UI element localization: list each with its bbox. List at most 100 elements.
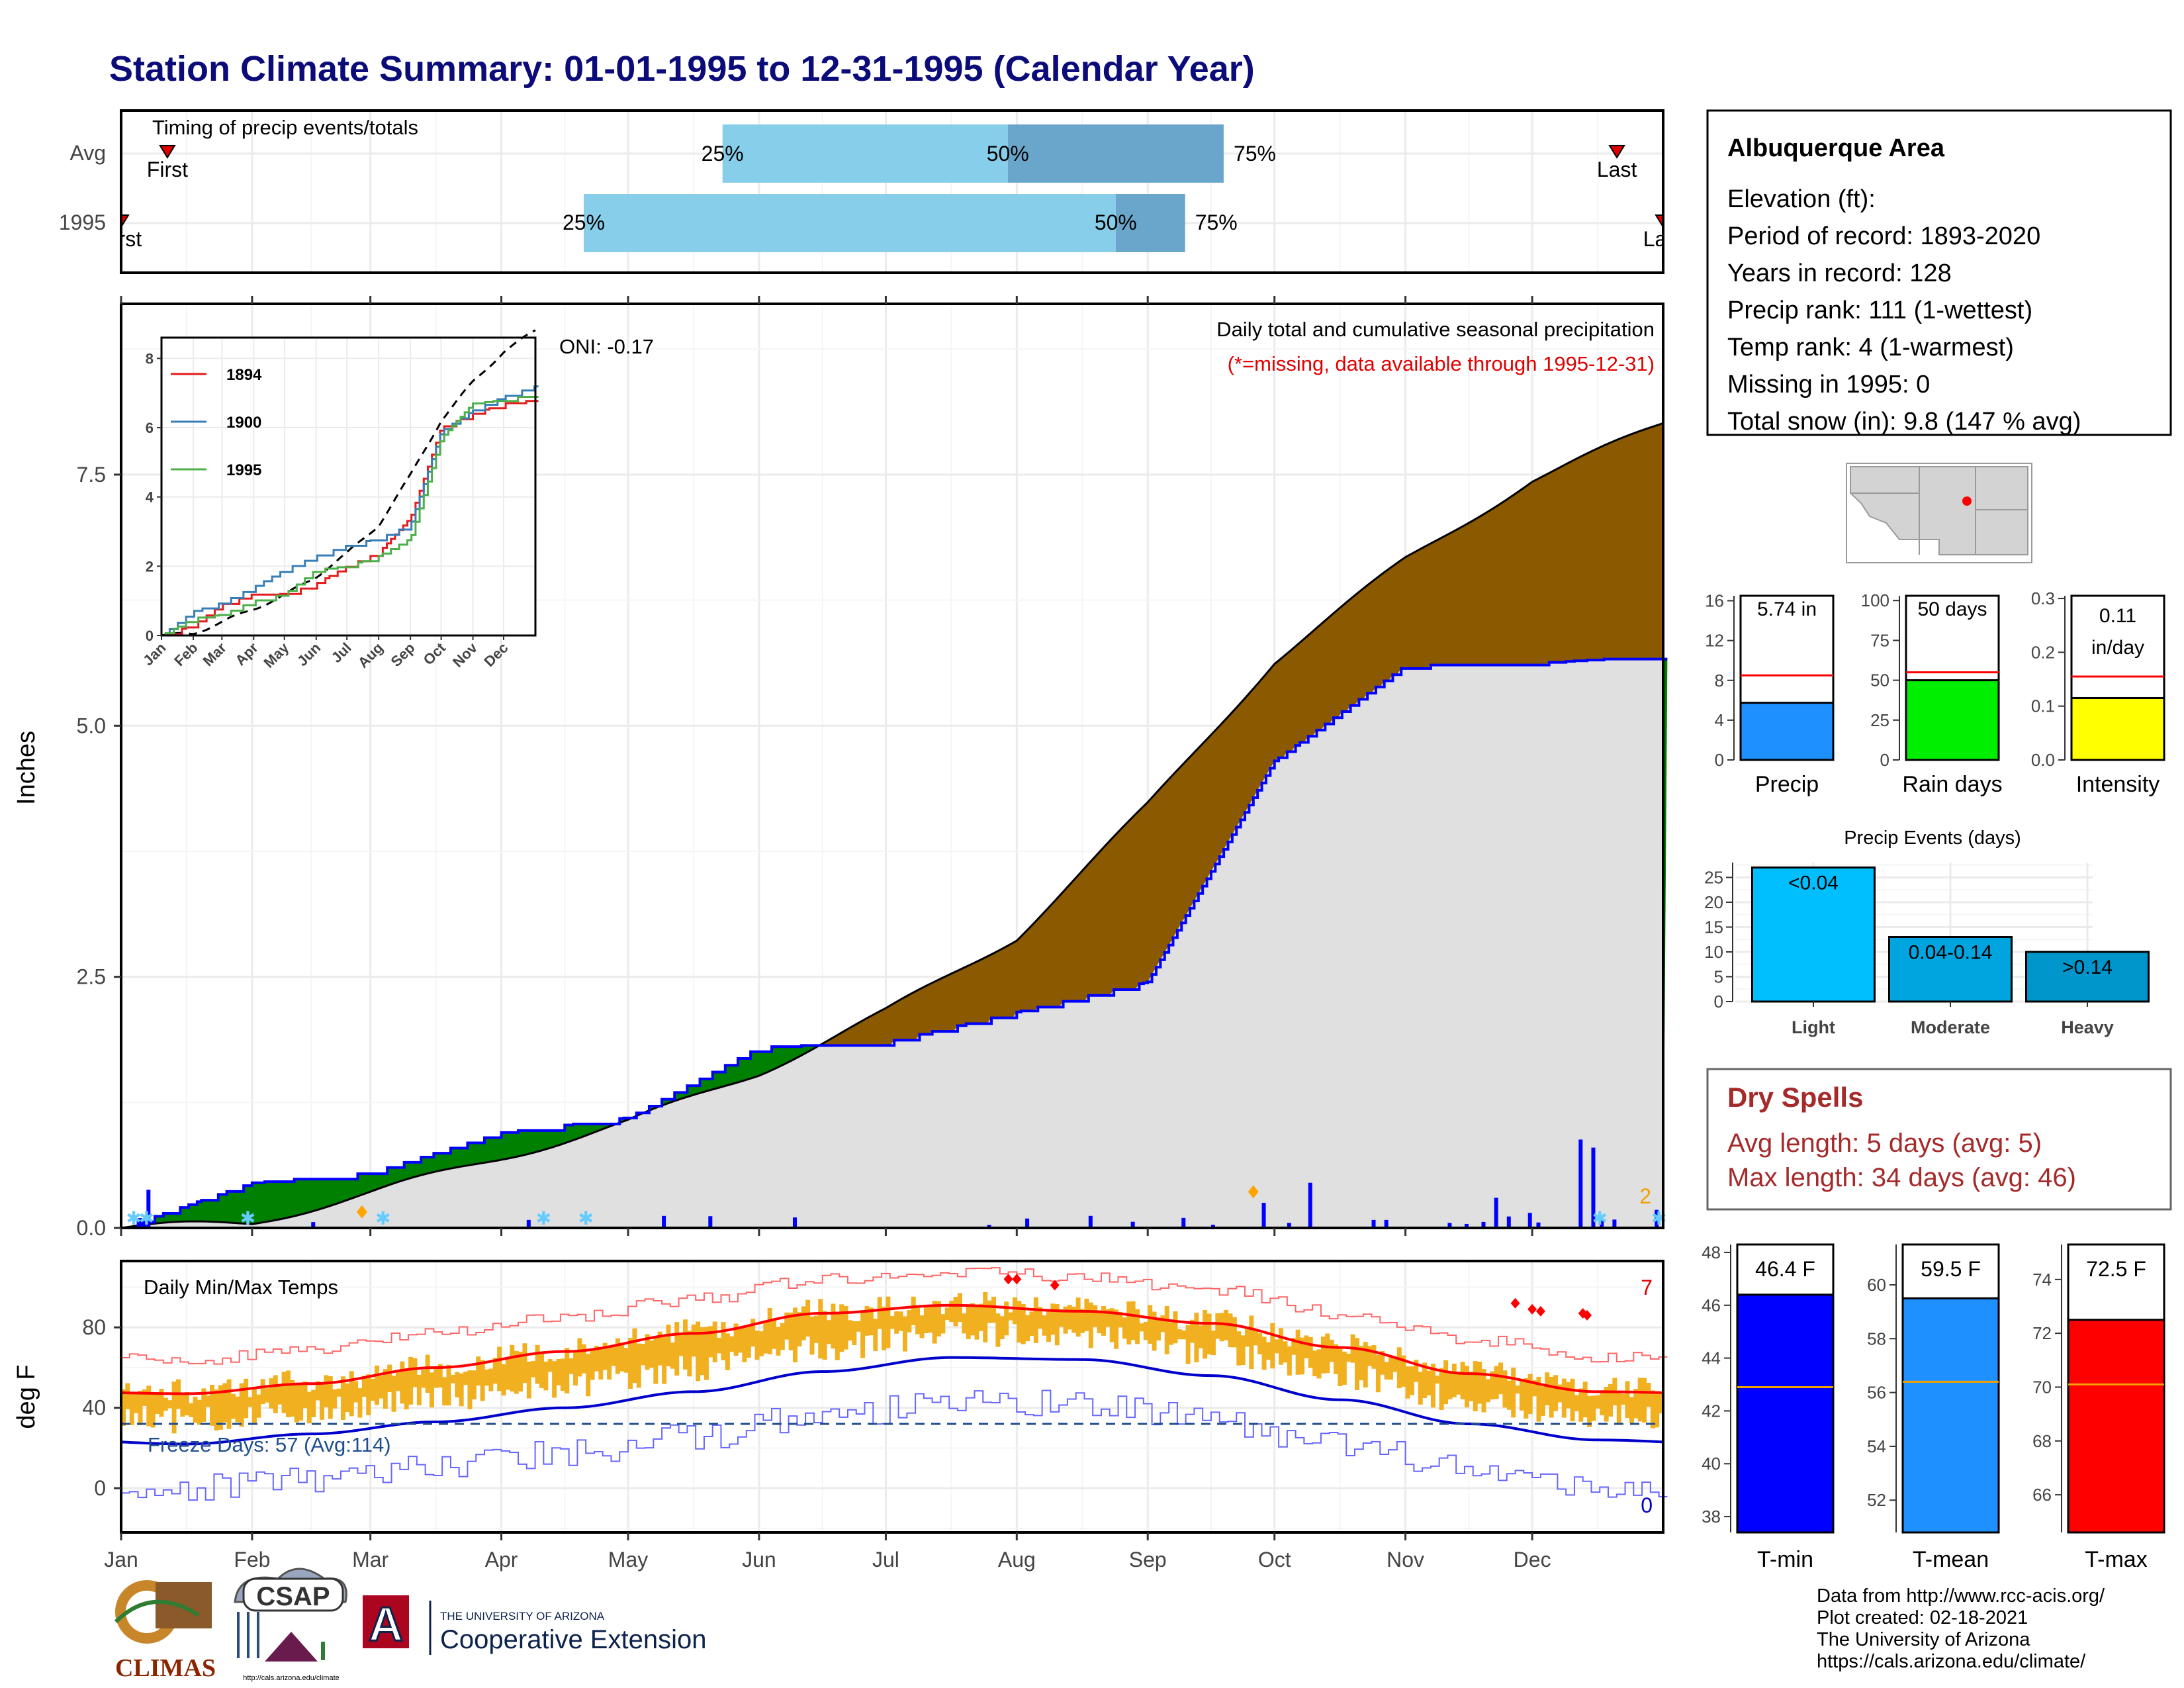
daily-temp-bar [721, 1322, 726, 1360]
daily-temp-bar [831, 1303, 836, 1349]
daily-temp-bar [928, 1306, 933, 1333]
daily-temp-bar [754, 1331, 760, 1360]
daily-temp-bar [700, 1327, 705, 1376]
month-axis: Jan Feb Mar Apr May Jun Jul Aug Sep Oct Nov Dec [104, 1532, 1551, 1571]
timing-frame-top [120, 109, 1664, 274]
daily-temp-bar [1004, 1301, 1009, 1336]
temp-bar-tick-label: 66 [2032, 1485, 2052, 1505]
daily-temp-bar [197, 1399, 202, 1425]
daily-temp-bar [827, 1320, 832, 1344]
map-states [1850, 466, 2028, 555]
daily-temp-bar [370, 1378, 375, 1401]
daily-precip-bar [987, 1225, 991, 1228]
snow-day-marker: ✱ [1592, 1208, 1608, 1229]
daily-temp-bar [776, 1327, 781, 1356]
daily-temp-bar [1236, 1331, 1242, 1366]
daily-temp-bar [340, 1376, 345, 1420]
first-event-label: First [147, 158, 188, 181]
precip-y-label: Inches [13, 731, 40, 805]
locator-map [1846, 463, 2032, 563]
daily-temp-bar [306, 1391, 312, 1424]
daily-temp-bar [1519, 1379, 1524, 1411]
daily-temp-bar [758, 1331, 764, 1356]
temp-bar-tick-label: 74 [2032, 1270, 2052, 1289]
daily-temp-bar [518, 1351, 523, 1392]
daily-temp-bar [1270, 1323, 1275, 1369]
daily-temp-bar [1650, 1390, 1655, 1429]
daily-temp-bar [898, 1311, 903, 1331]
event-bar-tag: >0.14 [2062, 957, 2113, 978]
daily-temp-bar [1396, 1347, 1402, 1389]
month-label-jun: Jun [742, 1548, 776, 1571]
timing-bar-q25-q50 [584, 194, 1116, 252]
daily-temp-bar [320, 1382, 325, 1420]
events-y-tick-label: 15 [1704, 917, 1723, 937]
daily-temp-bar [813, 1315, 819, 1343]
daily-precip-bar [142, 1221, 146, 1228]
daily-temp-bar [911, 1296, 916, 1325]
daily-temp-bar [843, 1306, 848, 1350]
daily-temp-bar [1025, 1315, 1030, 1342]
daily-temp-bar [201, 1388, 206, 1422]
daily-temp-bar [328, 1376, 333, 1419]
event-bar-label: Moderate [1911, 1017, 1990, 1037]
daily-temp-bar [882, 1307, 887, 1350]
daily-temp-bar [1490, 1371, 1495, 1400]
inset-lines [161, 329, 539, 637]
daily-temp-bar [919, 1315, 925, 1338]
daily-temp-bar [430, 1372, 434, 1408]
daily-temp-bar [1265, 1342, 1271, 1360]
event-bar-label: Heavy [2061, 1017, 2114, 1037]
daily-temp-bar [1625, 1381, 1630, 1419]
daily-temp-bar [1380, 1351, 1385, 1375]
mini-bar-precip [1739, 702, 1835, 761]
precip-1995-line [121, 657, 1668, 1229]
timing-panel: Timing of precip events/totals Avg 1995 … [0, 106, 1704, 275]
daily-temp-bar [505, 1358, 510, 1390]
daily-temp-bar [277, 1385, 283, 1405]
daily-temp-bar [1456, 1372, 1461, 1395]
mini-bar-tick-label: 0 [1715, 750, 1724, 770]
mini-bar-tick-label: 25 [1870, 710, 1889, 730]
temp-bar-tick-label: 42 [1702, 1401, 1721, 1421]
daily-temp-bar [619, 1344, 625, 1372]
daily-temp-bar [552, 1361, 557, 1398]
daily-temp-bar [375, 1365, 379, 1405]
daily-temp-bar [1439, 1368, 1444, 1410]
daily-temp-bar [1511, 1367, 1516, 1418]
daily-temp-bar [636, 1343, 641, 1388]
station-details: Elevation (ft): Period of record: 1893-20… [1727, 185, 2081, 436]
dry-spells-box: Dry Spells Avg length: 5 days (avg: 5) M… [1706, 1068, 2172, 1211]
daily-temp-bar [657, 1331, 662, 1366]
daily-temp-bar [1460, 1362, 1465, 1399]
station-location-marker [1962, 496, 1972, 506]
daily-temp-bar [1527, 1374, 1533, 1415]
daily-temp-bar [455, 1372, 460, 1397]
daily-temp-bar [704, 1327, 709, 1380]
daily-temp-bar [1185, 1325, 1191, 1364]
daily-temp-bar [1190, 1319, 1195, 1343]
month-label-feb: Feb [234, 1548, 270, 1571]
daily-temp-bar [379, 1376, 384, 1399]
mini-bar-value-unit: in/day [2091, 637, 2144, 659]
daily-temp-bar [835, 1313, 840, 1360]
daily-precip-bar [708, 1216, 713, 1228]
daily-temp-bar [788, 1312, 794, 1350]
daily-temp-bar [1435, 1376, 1440, 1384]
daily-temp-bar [265, 1388, 270, 1403]
daily-temp-bar [1363, 1342, 1368, 1387]
daily-precip-bar [1578, 1139, 1583, 1228]
daily-temp-bar [1126, 1301, 1132, 1344]
inset-average-line [161, 329, 536, 637]
daily-temp-bar [1122, 1317, 1127, 1339]
daily-temp-bar [1591, 1395, 1596, 1421]
daily-temp-bar [408, 1356, 414, 1405]
events-y-tick-label: 20 [1704, 892, 1723, 912]
last-event-marker [1608, 145, 1625, 159]
record-high-marker [1582, 1310, 1592, 1321]
timing-label-75: 75% [1195, 211, 1238, 234]
daily-precip-bar [1287, 1223, 1291, 1228]
temp-bar-label: T-max [2085, 1547, 2147, 1572]
freeze-days-label: Freeze Days: 57 (Avg:114) [148, 1433, 391, 1456]
daily-temp-bar [1232, 1317, 1237, 1348]
